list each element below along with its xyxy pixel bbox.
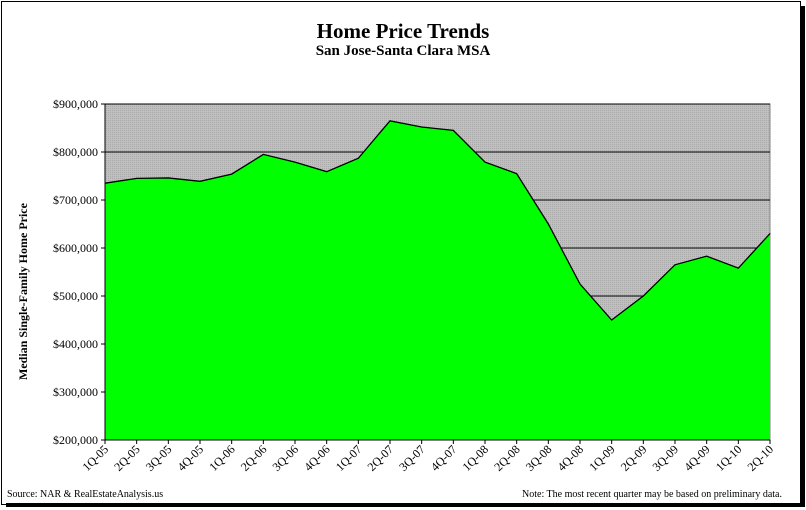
preliminary-data-note: Note: The most recent quarter may be bas…	[522, 489, 782, 500]
x-tick-label: 4Q-05	[175, 442, 207, 474]
y-tick-label: $200,000	[53, 433, 98, 447]
x-tick-label: 3Q-08	[523, 442, 555, 474]
data-point	[484, 161, 486, 163]
data-point	[167, 177, 169, 179]
x-tick-label: 1Q-10	[713, 442, 745, 474]
data-point	[611, 319, 613, 321]
frame-shadow-bottom	[6, 503, 805, 507]
x-tick-label: 2Q-07	[365, 442, 397, 474]
data-point	[231, 173, 233, 175]
y-tick-label: $300,000	[53, 385, 98, 399]
data-point	[642, 295, 644, 297]
data-point	[294, 161, 296, 163]
data-point	[262, 153, 264, 155]
x-tick-label: 1Q-09	[586, 442, 618, 474]
x-tick-label: 2Q-10	[745, 442, 777, 474]
data-point	[421, 126, 423, 128]
x-tick-label: 2Q-08	[491, 442, 523, 474]
data-point	[706, 255, 708, 257]
data-point	[389, 120, 391, 122]
x-tick-label: 3Q-06	[270, 442, 302, 474]
data-point	[737, 267, 739, 269]
y-tick-label: $700,000	[53, 193, 98, 207]
data-point	[769, 233, 771, 235]
x-tick-label: 4Q-06	[301, 442, 333, 474]
chart-subtitle: San Jose-Santa Clara MSA	[315, 43, 491, 59]
y-tick-label: $500,000	[53, 289, 98, 303]
chart-title: Home Price Trends	[316, 19, 490, 43]
y-tick-label: $600,000	[53, 241, 98, 255]
series-line	[104, 120, 771, 321]
x-tick-label: 1Q-06	[206, 442, 238, 474]
series-area	[105, 120, 770, 441]
x-tick-label: 3Q-07	[396, 442, 428, 474]
x-tick-label: 3Q-05	[143, 442, 175, 474]
data-point	[357, 157, 359, 159]
y-tick-label: $900,000	[53, 97, 98, 111]
x-tick-label: 2Q-06	[238, 442, 270, 474]
x-tick-label: 2Q-09	[618, 442, 650, 474]
x-tick-label: 1Q-08	[460, 442, 492, 474]
y-tick-label: $400,000	[53, 337, 98, 351]
x-tick-label: 4Q-09	[681, 442, 713, 474]
x-tick-label: 4Q-08	[555, 442, 587, 474]
frame-shadow-right	[801, 6, 805, 507]
x-tick-label: 1Q-07	[333, 442, 365, 474]
data-point	[199, 180, 201, 182]
x-tick-label: 3Q-09	[650, 442, 682, 474]
data-point	[326, 171, 328, 173]
source-note: Source: NAR & RealEstateAnalysis.us	[7, 489, 164, 500]
data-point	[452, 129, 454, 131]
data-point	[547, 223, 549, 225]
x-tick-label: 4Q-07	[428, 442, 460, 474]
data-point	[579, 283, 581, 285]
x-tick-label: 2Q-05	[111, 442, 143, 474]
data-point	[516, 173, 518, 175]
data-point	[136, 177, 138, 179]
data-point	[674, 264, 676, 266]
y-tick-label: $800,000	[53, 145, 98, 159]
